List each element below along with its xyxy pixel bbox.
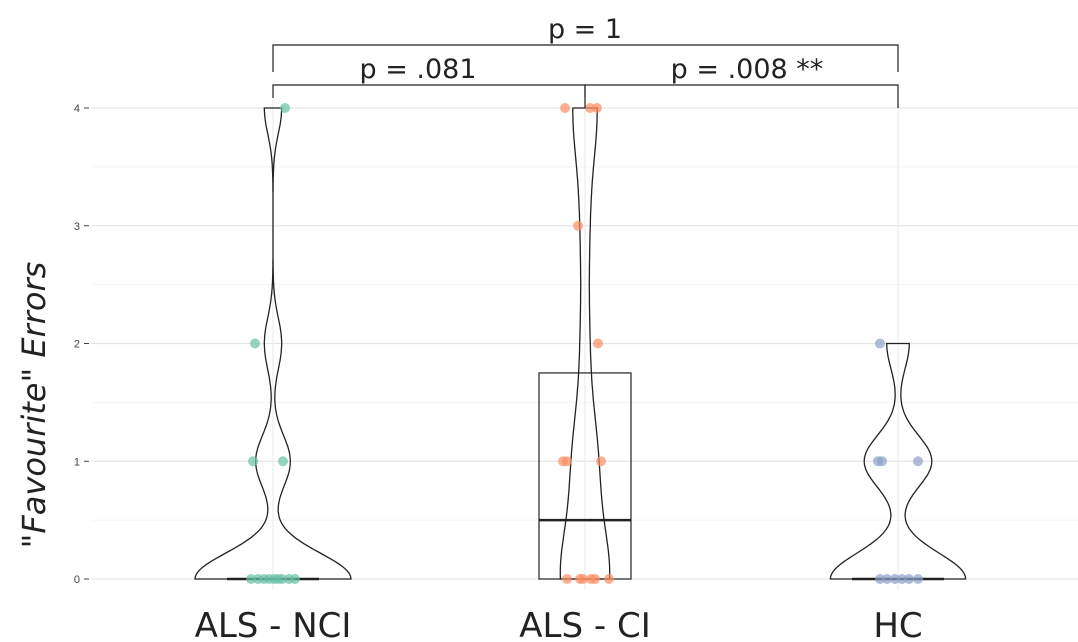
data-point (290, 574, 300, 584)
data-point (573, 220, 583, 231)
comparison-bracket (272, 44, 899, 72)
data-point (560, 103, 570, 113)
data-point (593, 338, 603, 349)
data-point (590, 574, 600, 584)
data-point (277, 574, 287, 584)
y-axis: 0 1 2 3 4 (74, 103, 89, 586)
comparison-brackets: p = 1 p = .081 p = .008 ** (272, 14, 899, 108)
category-labels: ALS - NCI ALS - CI HC (195, 606, 923, 642)
data-point (248, 456, 258, 467)
data-point (246, 574, 256, 584)
data-point (558, 456, 568, 467)
data-point (913, 574, 923, 584)
data-point (877, 456, 887, 467)
y-tick-label: 2 (74, 339, 80, 351)
p-value-label: p = 1 (548, 14, 622, 45)
x-category-label: ALS - CI (519, 606, 650, 642)
violin-layer (194, 107, 967, 580)
data-point (280, 103, 290, 113)
y-tick-label: 3 (74, 221, 80, 233)
data-point (882, 574, 892, 584)
x-category-label: HC (873, 606, 922, 642)
y-tick-label: 1 (74, 456, 80, 468)
x-category-label: ALS - NCI (195, 606, 352, 642)
data-point (585, 103, 595, 113)
data-point (890, 574, 900, 584)
y-tick-label: 4 (74, 103, 80, 115)
violin-als-nci (194, 107, 352, 580)
comparison-bracket (584, 84, 899, 108)
y-axis-title: "Favourite" Errors (15, 262, 53, 549)
data-point (592, 103, 602, 113)
data-point (904, 574, 914, 584)
grid-layer (92, 100, 1078, 590)
data-point (875, 574, 885, 584)
data-point (562, 574, 572, 584)
y-tick-label: 0 (74, 574, 80, 586)
data-point (875, 338, 885, 349)
data-point (578, 574, 588, 584)
violin-hc (829, 342, 967, 580)
violin-als-ci (559, 107, 611, 580)
p-value-label: p = .008 ** (671, 54, 824, 85)
p-value-label: p = .081 (359, 54, 476, 85)
data-point (596, 456, 606, 467)
data-point (278, 456, 288, 467)
comparison-bracket (272, 84, 586, 98)
data-point (913, 456, 923, 467)
point-layer (246, 103, 923, 584)
data-point (897, 574, 907, 584)
data-point (250, 338, 260, 349)
data-point (604, 574, 614, 584)
